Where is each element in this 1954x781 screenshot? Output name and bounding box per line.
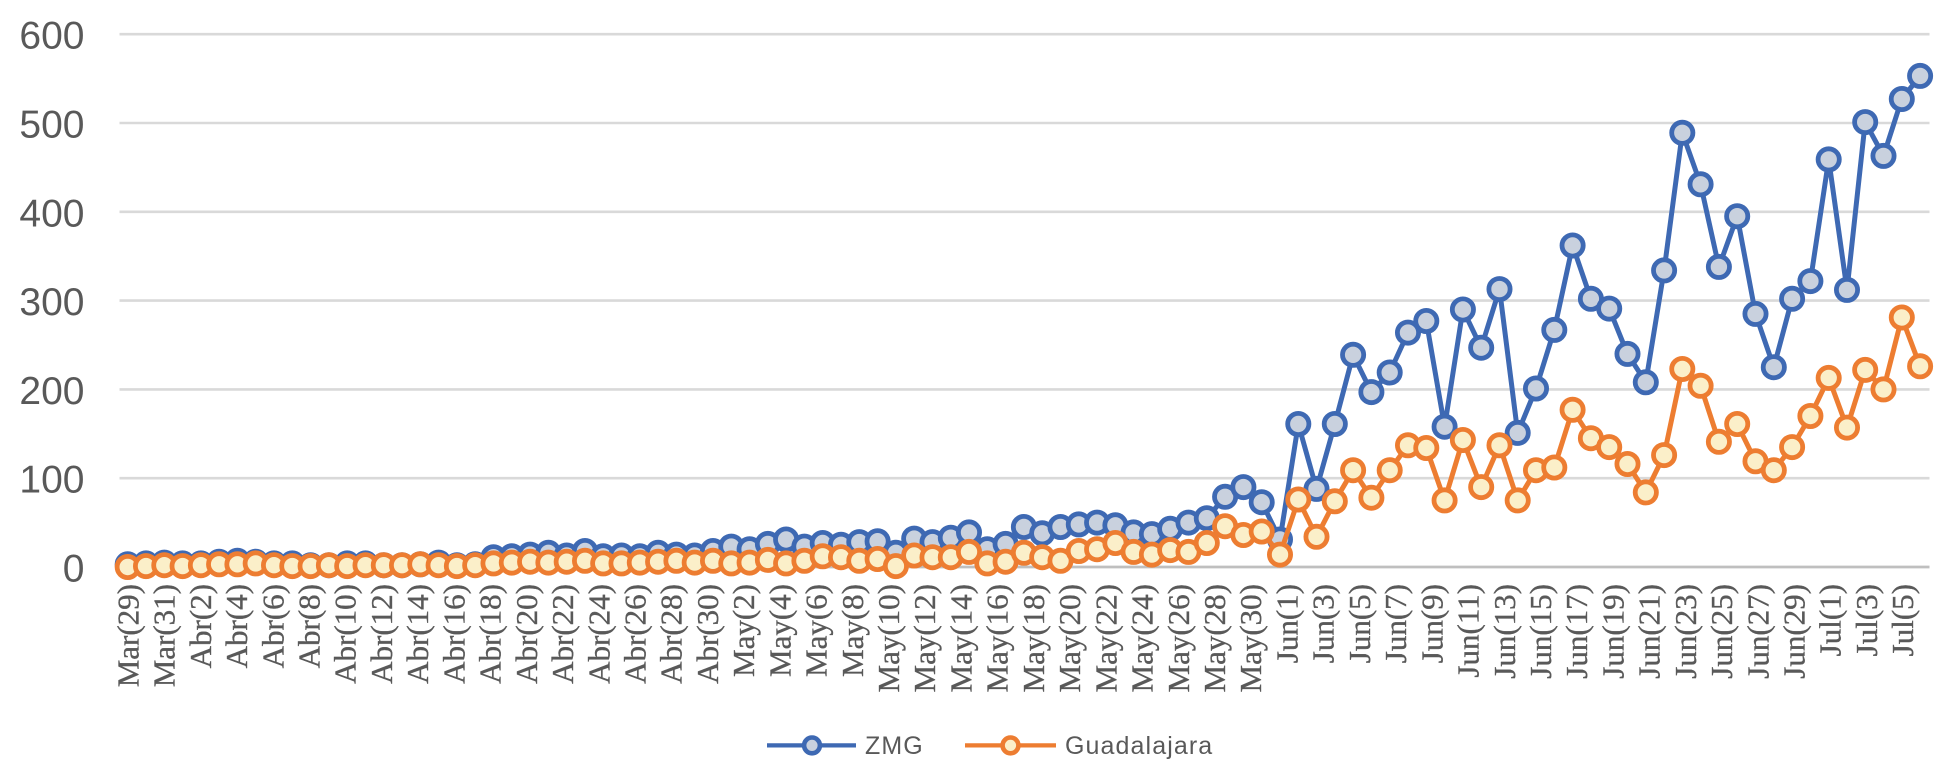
svg-text:Jul(1): Jul(1) (1813, 584, 1848, 656)
svg-text:Abr(22): Abr(22) (545, 584, 580, 684)
svg-text:Mar(29): Mar(29) (110, 584, 145, 687)
svg-text:May(14): May(14) (944, 584, 979, 692)
svg-text:May(18): May(18) (1016, 584, 1051, 692)
svg-text:Abr(4): Abr(4) (219, 584, 254, 668)
svg-text:May(16): May(16) (980, 584, 1015, 692)
svg-text:Jun(29): Jun(29) (1777, 584, 1812, 679)
svg-text:Abr(30): Abr(30) (690, 584, 725, 684)
svg-text:600: 600 (19, 15, 84, 58)
svg-text:0: 0 (63, 548, 85, 591)
svg-text:500: 500 (19, 104, 84, 147)
svg-text:May(26): May(26) (1161, 584, 1196, 692)
svg-text:Abr(10): Abr(10) (328, 584, 363, 684)
svg-text:Jun(5): Jun(5) (1342, 584, 1377, 663)
svg-text:Guadalajara: Guadalajara (1065, 732, 1213, 760)
svg-text:Abr(14): Abr(14) (400, 584, 435, 684)
svg-text:May(28): May(28) (1197, 584, 1232, 692)
svg-text:100: 100 (19, 459, 84, 502)
svg-text:Abr(26): Abr(26) (618, 584, 653, 684)
svg-text:May(12): May(12) (907, 584, 942, 692)
svg-text:May(22): May(22) (1088, 584, 1123, 692)
svg-text:Jun(19): Jun(19) (1595, 584, 1630, 679)
svg-text:Jun(23): Jun(23) (1668, 584, 1703, 679)
svg-text:Jun(17): Jun(17) (1559, 584, 1594, 679)
svg-text:May(20): May(20) (1052, 584, 1087, 692)
svg-text:Abr(16): Abr(16) (436, 584, 471, 684)
svg-text:May(24): May(24) (1125, 584, 1160, 692)
svg-text:May(10): May(10) (871, 584, 906, 692)
svg-text:Jun(25): Jun(25) (1704, 584, 1739, 679)
svg-text:Jun(13): Jun(13) (1487, 584, 1522, 679)
svg-text:Jun(15): Jun(15) (1523, 584, 1558, 679)
svg-text:Jun(1): Jun(1) (1269, 584, 1304, 663)
svg-text:Jun(11): Jun(11) (1451, 584, 1486, 678)
svg-text:Abr(2): Abr(2) (183, 584, 218, 668)
svg-text:ZMG: ZMG (865, 732, 924, 760)
svg-text:200: 200 (19, 370, 84, 413)
svg-text:Jun(7): Jun(7) (1378, 584, 1413, 663)
svg-text:Abr(6): Abr(6) (255, 584, 290, 668)
svg-text:Abr(12): Abr(12) (364, 584, 399, 684)
svg-text:Abr(24): Abr(24) (581, 584, 616, 684)
svg-text:300: 300 (19, 281, 84, 324)
svg-text:Jun(27): Jun(27) (1740, 584, 1775, 679)
svg-text:May(6): May(6) (799, 584, 834, 677)
svg-text:Jul(5): Jul(5) (1885, 584, 1920, 656)
svg-text:Jun(21): Jun(21) (1632, 584, 1667, 679)
svg-text:Abr(20): Abr(20) (509, 584, 544, 684)
svg-text:May(8): May(8) (835, 584, 870, 677)
svg-text:Abr(8): Abr(8) (292, 584, 327, 668)
svg-text:Mar(31): Mar(31) (147, 584, 182, 687)
svg-text:May(2): May(2) (726, 584, 761, 677)
svg-text:Abr(28): Abr(28) (654, 584, 689, 684)
svg-text:Jun(3): Jun(3) (1306, 584, 1341, 663)
svg-text:Jul(3): Jul(3) (1849, 584, 1884, 656)
svg-text:Jun(9): Jun(9) (1414, 584, 1449, 663)
svg-text:Abr(18): Abr(18) (473, 584, 508, 684)
svg-text:May(4): May(4) (762, 584, 797, 677)
svg-text:400: 400 (19, 192, 84, 235)
svg-text:May(30): May(30) (1233, 584, 1268, 692)
